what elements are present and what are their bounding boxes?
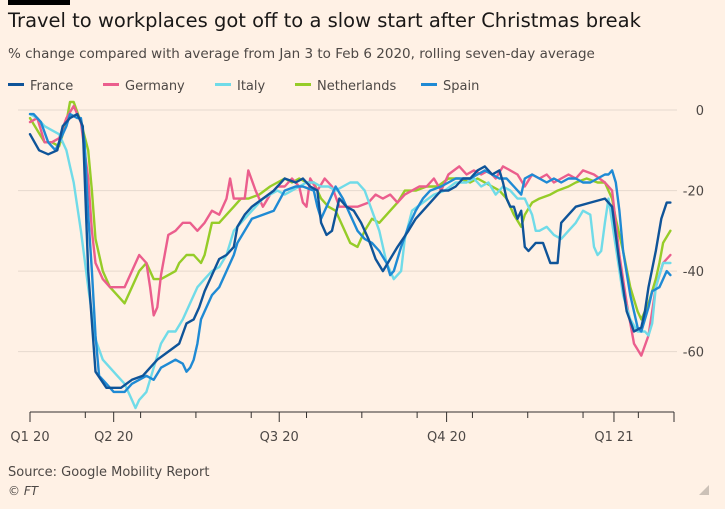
legend-label-netherlands: Netherlands [317,79,397,94]
x-tick-label: Q4 20 [427,430,466,445]
series-line-netherlands [28,100,672,321]
legend-swatch-italy [215,83,231,86]
series-line-italy [28,112,672,410]
series-line-spain [28,112,672,394]
y-tick-label: -60 [683,346,704,361]
legend-swatch-netherlands [295,83,311,86]
legend-item-spain: Spain [421,79,479,94]
source-note: Source: Google Mobility Report [8,465,210,480]
legend-label-spain: Spain [443,79,480,94]
y-tick-label: -20 [683,185,704,200]
x-tick-label: Q3 20 [260,430,299,445]
chart-title: Travel to workplaces got off to a slow s… [8,9,641,32]
legend-label-france: France [30,79,74,94]
legend-item-italy: Italy [215,79,265,94]
series-line-france [28,112,672,389]
legend-swatch-germany [103,83,119,86]
chart-subtitle: % change compared with average from Jan … [8,46,595,62]
y-tick-label: -40 [683,265,704,280]
legend-item-netherlands: Netherlands [295,79,396,94]
x-tick-label: Q1 20 [10,430,49,445]
series-line-germany [28,104,672,357]
copyright-note: © FT [8,484,39,498]
y-tick-label: 0 [696,104,704,119]
resize-corner-icon [699,485,709,495]
legend-label-italy: Italy [237,79,266,94]
legend-item-france: France [8,79,73,94]
legend-label-germany: Germany [125,79,185,94]
x-tick-label: Q2 20 [94,430,133,445]
legend-swatch-spain [421,83,437,86]
x-tick-label: Q1 21 [594,430,633,445]
legend-swatch-france [8,83,24,86]
brand-bar [8,0,70,5]
legend-item-germany: Germany [103,79,185,94]
